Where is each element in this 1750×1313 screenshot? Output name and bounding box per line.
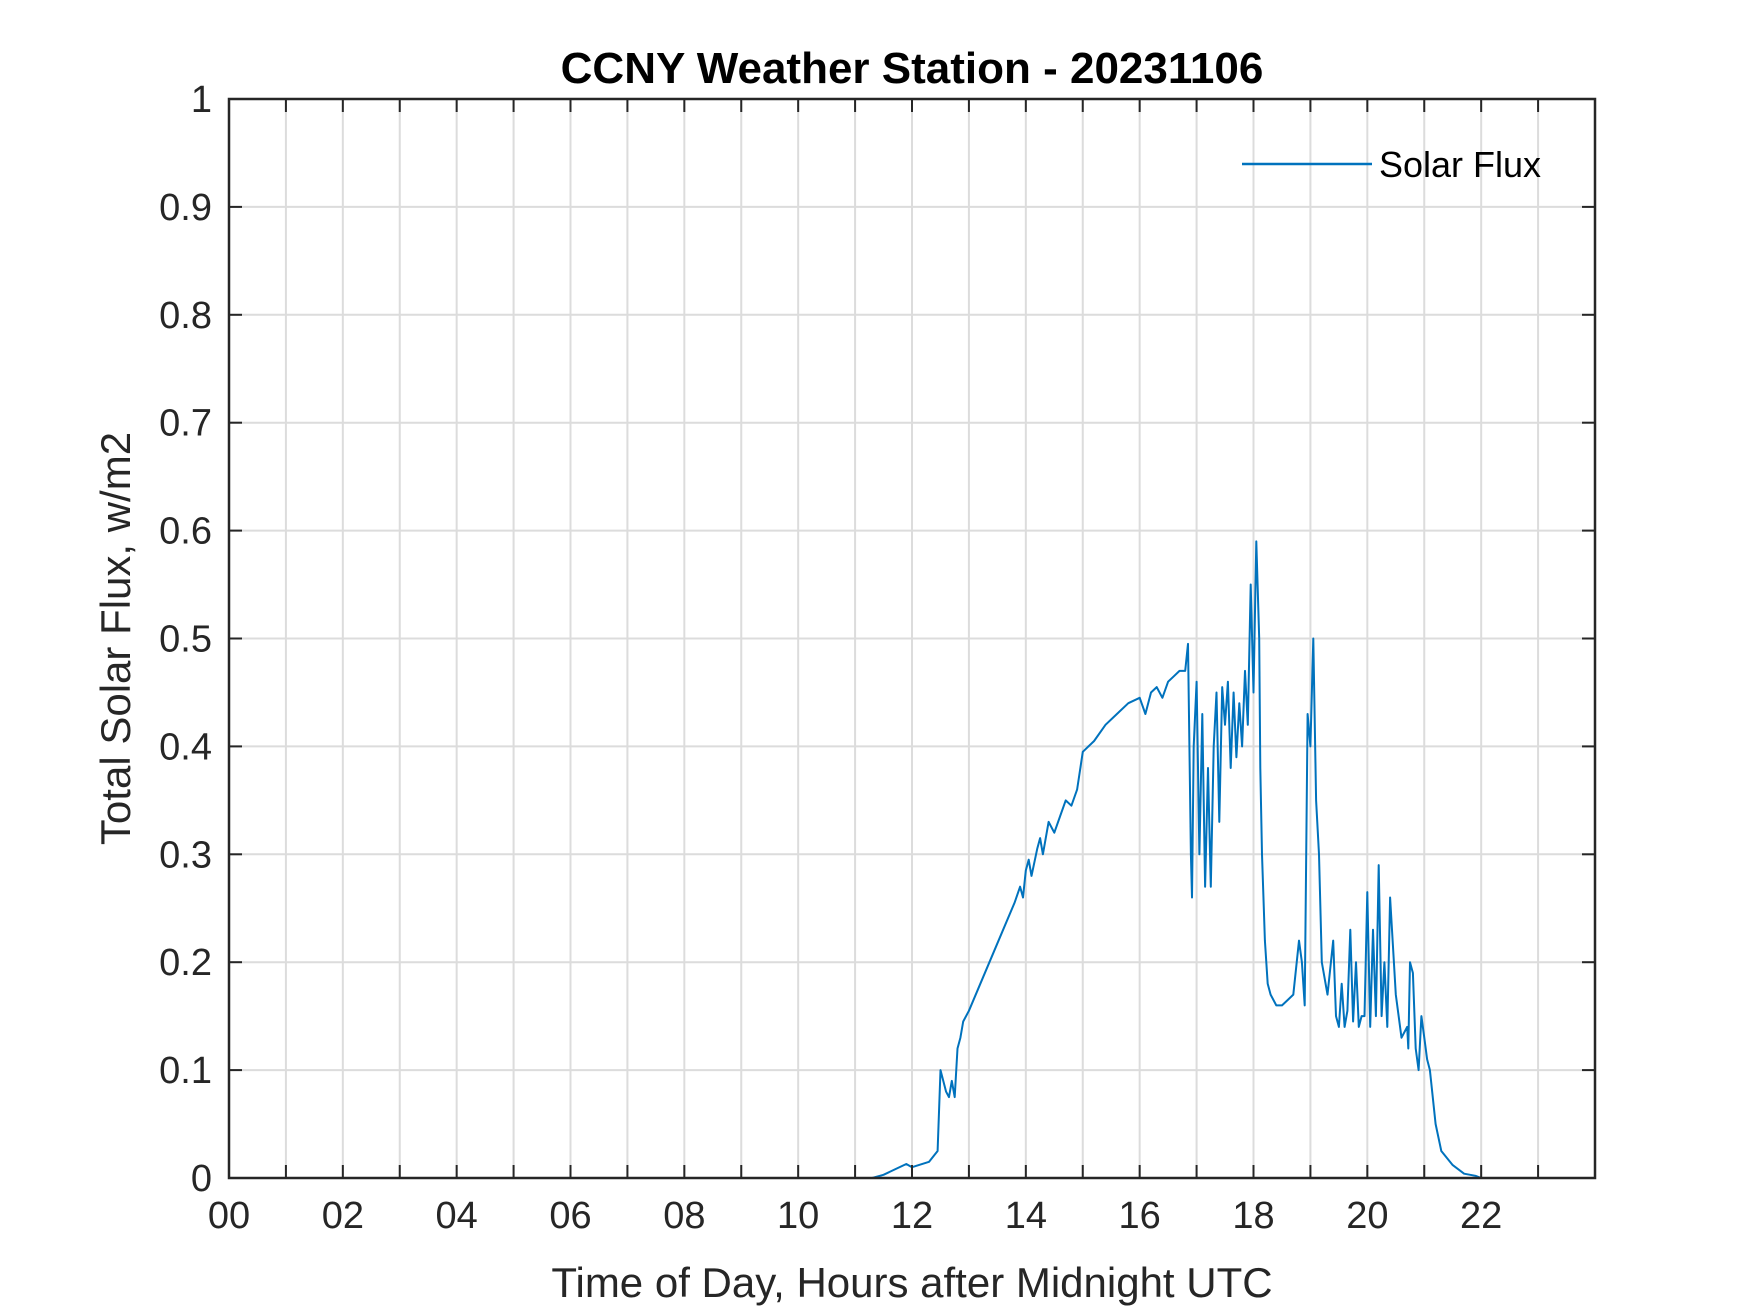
- y-tick-label: 0.8: [159, 295, 212, 337]
- x-tick-label: 14: [1005, 1195, 1047, 1237]
- series-line-solar-flux: [229, 540, 1590, 1179]
- legend-label-solar-flux: Solar Flux: [1379, 144, 1541, 185]
- y-axis-label: Total Solar Flux, w/m2: [92, 432, 139, 845]
- x-tick-label: 04: [436, 1195, 478, 1237]
- x-tick-labels: 00 02 04 06 08 10 12 14 16 18 20 22: [208, 1195, 1502, 1237]
- y-tick-label: 1: [191, 79, 212, 121]
- y-tick-label: 0.6: [159, 511, 212, 553]
- y-tick-label: 0.3: [159, 834, 212, 876]
- y-grid: [229, 205, 1595, 1072]
- tick-marks: [228, 98, 1596, 1179]
- x-tick-label: 02: [322, 1195, 364, 1237]
- x-axis-label: Time of Day, Hours after Midnight UTC: [551, 1259, 1272, 1306]
- y-tick-label: 0.9: [159, 187, 212, 229]
- y-tick-label: 0.7: [159, 403, 212, 445]
- y-tick-label: 0.2: [159, 942, 212, 984]
- y-tick-labels: 0 0.1 0.2 0.3 0.4 0.5 0.6 0.7 0.8 0.9 1: [159, 79, 212, 1200]
- y-tick-label: 0: [191, 1158, 212, 1200]
- y-tick-label: 0.4: [159, 726, 212, 768]
- x-tick-label: 20: [1346, 1195, 1388, 1237]
- x-tick-label: 08: [663, 1195, 705, 1237]
- x-tick-label: 18: [1232, 1195, 1274, 1237]
- series-layer: [229, 540, 1590, 1179]
- x-tick-label: 06: [549, 1195, 591, 1237]
- legend: Solar Flux: [1242, 144, 1541, 185]
- y-tick-label: 0.5: [159, 619, 212, 661]
- x-tick-label: 10: [777, 1195, 819, 1237]
- x-tick-label: 12: [891, 1195, 933, 1237]
- y-tick-label: 0.1: [159, 1050, 212, 1092]
- x-tick-label: 00: [208, 1195, 250, 1237]
- x-tick-label: 16: [1119, 1195, 1161, 1237]
- x-tick-label: 22: [1460, 1195, 1502, 1237]
- chart-title: CCNY Weather Station - 20231106: [561, 44, 1264, 93]
